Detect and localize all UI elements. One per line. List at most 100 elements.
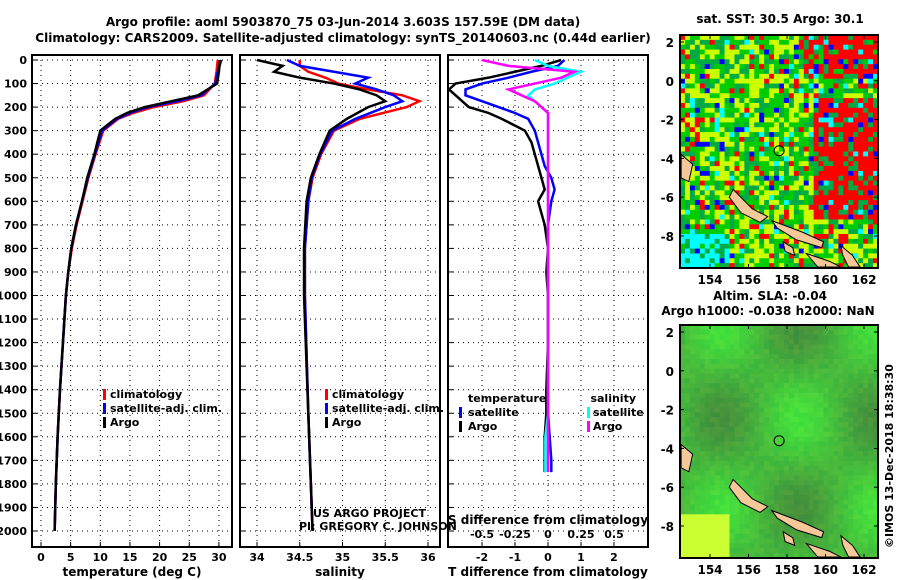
map-cell — [709, 64, 716, 70]
map-cell — [749, 402, 755, 409]
map-cell — [764, 519, 770, 525]
map-cell — [828, 107, 834, 114]
map-cell — [863, 175, 869, 182]
map-cell — [739, 253, 745, 259]
map-cell — [699, 170, 706, 177]
map-cell — [793, 363, 800, 370]
map-cell — [813, 417, 820, 423]
map-cell — [863, 553, 869, 559]
map-cell — [774, 378, 780, 384]
map-cell — [680, 122, 686, 128]
map-cell — [739, 234, 745, 240]
map-cell — [853, 88, 859, 94]
map-cell — [709, 204, 716, 211]
map-cell — [798, 68, 805, 75]
map-cell — [704, 238, 711, 245]
map-cell — [818, 499, 825, 506]
map-cell — [813, 402, 820, 409]
map-cell — [838, 441, 844, 447]
map-cell — [764, 132, 770, 138]
map-cell — [734, 253, 740, 259]
map-cell — [680, 59, 686, 65]
map-cell — [764, 339, 770, 345]
map-cell — [719, 166, 726, 172]
map-cell — [858, 392, 864, 399]
map-cell — [828, 151, 834, 157]
map-cell — [813, 422, 820, 428]
map-cell — [873, 436, 879, 442]
map-cell — [739, 422, 745, 428]
map-cell — [680, 339, 686, 345]
map-cell — [873, 78, 879, 85]
map-cell — [749, 224, 755, 230]
map-cell — [828, 480, 834, 486]
map-cell — [680, 509, 686, 515]
map-cell — [744, 73, 750, 80]
map-cell — [823, 59, 829, 65]
land-polygon — [782, 530, 796, 547]
map-cell — [704, 234, 711, 240]
map-cell — [749, 88, 755, 94]
map-cell — [680, 349, 686, 355]
map-cell — [858, 224, 864, 230]
map-cell — [818, 161, 825, 167]
map-cell — [704, 344, 711, 350]
map-cell — [724, 253, 730, 259]
map-cell — [729, 161, 735, 167]
map-cell — [709, 363, 716, 370]
map-cell — [724, 127, 730, 133]
map-cell — [873, 253, 879, 259]
map-cell — [734, 146, 740, 152]
map-cell — [739, 519, 745, 525]
map-cell — [858, 68, 864, 75]
map-cell — [868, 524, 874, 530]
map-cell — [828, 156, 834, 162]
map-cell — [863, 107, 869, 114]
map-cell — [828, 98, 834, 104]
map-cell — [823, 127, 829, 133]
map-cell — [774, 412, 780, 418]
map-cell — [694, 548, 701, 554]
map-cell — [838, 422, 844, 428]
map-cell — [818, 519, 825, 525]
map-cell — [848, 214, 854, 220]
map-cell — [774, 524, 780, 530]
map-cell — [828, 136, 834, 143]
map-cell — [863, 204, 869, 211]
map-cell — [764, 368, 770, 375]
map-cell — [818, 339, 825, 345]
map-cell — [774, 102, 780, 109]
map-cell — [684, 499, 691, 506]
map-cell — [689, 132, 696, 138]
map-cell — [754, 117, 760, 123]
map-cell — [833, 185, 839, 191]
map-cell — [769, 485, 775, 491]
map-cell — [714, 494, 721, 501]
map-cell — [719, 538, 726, 544]
map-cell — [709, 234, 716, 240]
map-cell — [873, 422, 879, 428]
map-cell — [714, 460, 721, 467]
map-cell — [818, 524, 825, 530]
map-cell — [680, 402, 686, 409]
map-cell — [704, 392, 711, 399]
map-cell — [848, 190, 854, 196]
depth-tick-label: 600 — [4, 195, 27, 208]
map-cell — [779, 73, 785, 80]
map-cell — [709, 88, 716, 94]
map-cell — [759, 378, 765, 384]
map-cell — [788, 446, 795, 452]
map-cell — [803, 88, 810, 94]
map-cell — [729, 180, 735, 186]
map-cell — [779, 417, 785, 423]
map-cell — [818, 402, 825, 409]
map-cell — [774, 175, 780, 182]
map-cell — [754, 78, 760, 85]
map-cell — [853, 238, 859, 245]
map-cell — [754, 248, 760, 254]
map-cell — [754, 156, 760, 162]
panel-1-xtick-label: 20 — [152, 551, 168, 564]
map-cell — [764, 141, 770, 148]
map-cell — [719, 528, 726, 535]
map-cell — [868, 368, 874, 375]
